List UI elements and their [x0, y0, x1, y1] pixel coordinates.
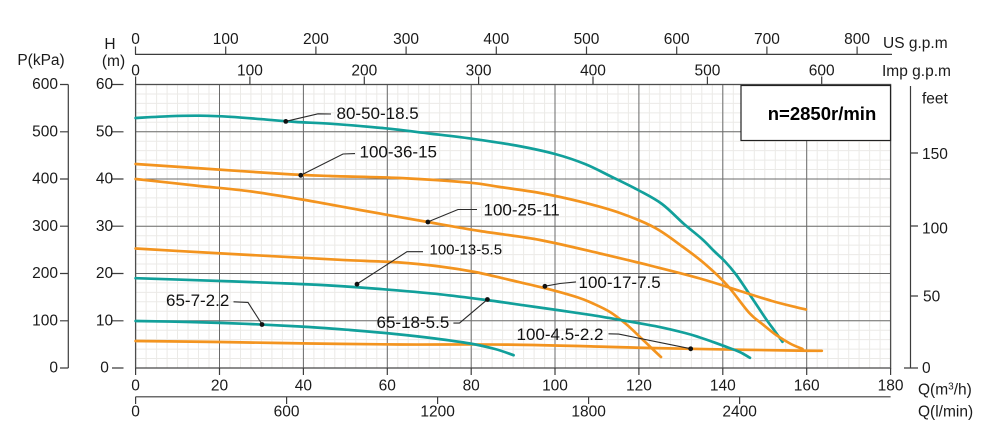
svg-text:n=2850r/min: n=2850r/min	[768, 103, 877, 124]
svg-text:400: 400	[483, 31, 509, 48]
svg-text:100: 100	[542, 378, 568, 395]
svg-text:600: 600	[809, 63, 835, 80]
svg-text:feet: feet	[922, 91, 949, 108]
svg-text:60: 60	[96, 76, 114, 93]
svg-text:40: 40	[96, 171, 114, 188]
svg-text:100-17-7.5: 100-17-7.5	[579, 273, 661, 292]
svg-text:600: 600	[274, 404, 300, 421]
svg-text:1800: 1800	[571, 404, 606, 421]
svg-text:80-50-18.5: 80-50-18.5	[337, 104, 419, 123]
svg-text:800: 800	[844, 31, 870, 48]
svg-text:Q(m3/h): Q(m3/h)	[918, 382, 972, 399]
svg-text:100-36-15: 100-36-15	[360, 143, 438, 162]
svg-text:0: 0	[131, 378, 140, 395]
svg-text:400: 400	[32, 171, 58, 188]
svg-text:0: 0	[922, 360, 931, 377]
svg-text:600: 600	[32, 76, 58, 93]
svg-text:100: 100	[922, 221, 948, 238]
svg-text:60: 60	[379, 378, 397, 395]
svg-text:40: 40	[295, 378, 313, 395]
svg-text:65-7-2.2: 65-7-2.2	[166, 291, 229, 310]
svg-text:0: 0	[100, 360, 109, 377]
svg-text:150: 150	[922, 146, 948, 163]
svg-text:180: 180	[878, 378, 904, 395]
svg-text:100-4.5-2.2: 100-4.5-2.2	[517, 325, 604, 344]
svg-text:120: 120	[626, 378, 652, 395]
svg-text:200: 200	[351, 63, 377, 80]
svg-text:700: 700	[754, 31, 780, 48]
svg-text:Imp g.p.m: Imp g.p.m	[882, 63, 951, 80]
svg-text:400: 400	[580, 63, 606, 80]
svg-text:2400: 2400	[722, 404, 757, 421]
svg-text:65-18-5.5: 65-18-5.5	[377, 313, 450, 332]
svg-text:0: 0	[131, 63, 140, 80]
svg-text:P(kPa): P(kPa)	[17, 52, 64, 69]
svg-text:100: 100	[32, 312, 58, 329]
svg-text:50: 50	[96, 123, 114, 140]
svg-text:0: 0	[131, 404, 140, 421]
svg-text:300: 300	[466, 63, 492, 80]
svg-text:100-25-11: 100-25-11	[484, 201, 560, 220]
svg-text:200: 200	[32, 265, 58, 282]
svg-text:H: H	[104, 36, 115, 53]
svg-text:80: 80	[463, 378, 481, 395]
svg-text:1200: 1200	[420, 404, 455, 421]
svg-text:500: 500	[32, 123, 58, 140]
svg-text:200: 200	[303, 31, 329, 48]
svg-text:100: 100	[237, 63, 263, 80]
svg-text:500: 500	[694, 63, 720, 80]
svg-text:10: 10	[96, 312, 114, 329]
svg-text:0: 0	[49, 360, 58, 377]
svg-text:50: 50	[923, 289, 941, 306]
svg-text:500: 500	[574, 31, 600, 48]
svg-text:140: 140	[710, 378, 736, 395]
svg-text:(m): (m)	[102, 53, 125, 70]
svg-text:US g.p.m: US g.p.m	[883, 35, 948, 52]
svg-text:Q(l/min): Q(l/min)	[918, 404, 973, 421]
svg-text:30: 30	[96, 218, 114, 235]
svg-text:600: 600	[664, 31, 690, 48]
svg-text:20: 20	[96, 265, 114, 282]
svg-text:20: 20	[211, 378, 229, 395]
svg-text:300: 300	[32, 218, 58, 235]
svg-text:160: 160	[794, 378, 820, 395]
svg-text:300: 300	[393, 31, 419, 48]
svg-text:0: 0	[131, 31, 140, 48]
svg-text:100: 100	[213, 31, 239, 48]
svg-text:100-13-5.5: 100-13-5.5	[430, 242, 503, 259]
